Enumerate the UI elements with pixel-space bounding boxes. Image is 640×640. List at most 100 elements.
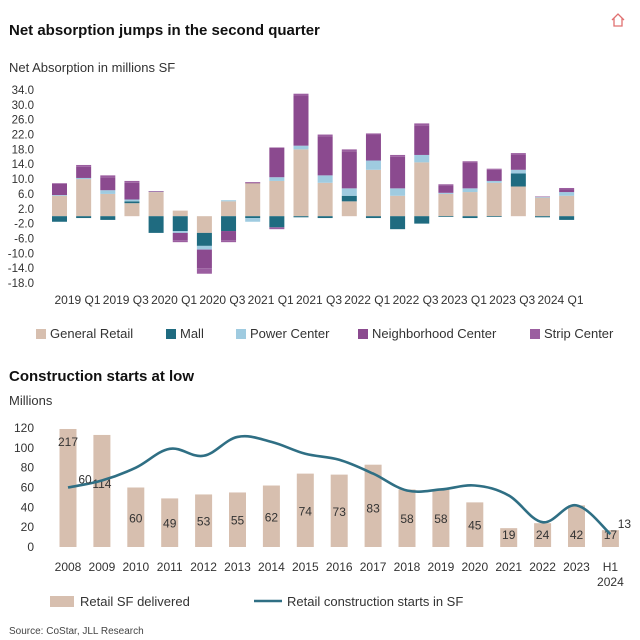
line-value-label: 60 <box>78 473 92 487</box>
bar-segment <box>293 93 309 96</box>
y-tick-label: 22.0 <box>12 130 34 142</box>
x-tick-label: 2024 <box>597 575 624 589</box>
y-tick-label: 0 <box>27 540 34 554</box>
bar-segment <box>196 232 212 246</box>
bar-segment <box>100 193 116 217</box>
bar-segment <box>414 216 430 224</box>
bar-segment <box>269 147 285 178</box>
bar-segment <box>245 218 261 222</box>
legend-swatch <box>36 329 46 339</box>
bar-segment <box>317 216 333 219</box>
bar-segment <box>462 162 478 189</box>
bar-segment <box>535 196 550 198</box>
y-tick-label: 6.0 <box>18 189 34 201</box>
bar-segment <box>462 192 478 217</box>
bar-segment <box>390 188 406 196</box>
bar-segment <box>390 195 406 217</box>
bar-segment <box>148 192 164 217</box>
bar-value-label: 19 <box>502 528 516 542</box>
bar-segment <box>438 192 454 194</box>
y-tick-label: 60 <box>21 481 35 495</box>
x-tick-label: 2021 Q1 <box>248 293 294 307</box>
bar-segment <box>245 216 261 219</box>
y-tick-label: -10.0 <box>8 248 34 260</box>
delivered-bar <box>161 498 179 547</box>
bar-segment <box>269 227 285 230</box>
bar-segment <box>293 145 309 150</box>
home-icon[interactable] <box>610 12 626 28</box>
bar-segment <box>559 216 575 220</box>
source-note: Source: CoStar, JLL Research <box>9 626 144 637</box>
bar-segment <box>414 162 430 217</box>
delivered-bar <box>229 492 246 547</box>
bar-segment <box>52 183 67 196</box>
bar-segment <box>510 173 526 187</box>
legend-label: Mall <box>180 326 204 341</box>
bar-segment <box>535 197 550 217</box>
y-tick-label: -6.0 <box>14 233 34 245</box>
x-tick-label: 2022 <box>529 560 556 574</box>
delivered-bar <box>364 464 382 547</box>
bar-segment <box>559 195 575 217</box>
bar-segment <box>341 195 357 202</box>
y-tick-label: 34.0 <box>12 85 34 97</box>
bar-segment <box>293 216 309 218</box>
x-tick-label: 2020 Q3 <box>199 293 245 307</box>
bar-segment <box>76 177 92 180</box>
x-tick-label: 2022 Q3 <box>393 293 439 307</box>
delivered-bar <box>59 428 77 547</box>
delivered-bar <box>330 474 348 547</box>
y-tick-label: 80 <box>21 461 35 475</box>
legend-label: General Retail <box>50 326 133 341</box>
bar-segment <box>341 149 357 152</box>
delivered-bar <box>195 494 213 547</box>
bar-segment <box>100 190 116 194</box>
x-tick-label: 2013 <box>224 560 251 574</box>
bar-segment <box>559 192 575 196</box>
bar-segment <box>510 154 526 170</box>
x-tick-label: 2014 <box>258 560 285 574</box>
bar-segment <box>317 182 333 217</box>
chart2-title: Construction starts at low <box>9 368 195 385</box>
bar-value-label: 62 <box>265 510 279 524</box>
bar-segment <box>100 216 116 220</box>
bar-segment <box>221 240 237 243</box>
bar-segment <box>245 182 261 183</box>
bar-segment <box>196 216 212 233</box>
x-tick-label: 2017 <box>360 560 387 574</box>
bar-segment <box>221 231 237 241</box>
bar-value-label: 49 <box>163 517 177 531</box>
x-tick-label: 2021 <box>495 560 522 574</box>
delivered-bar <box>568 505 585 547</box>
bar-segment <box>559 187 575 190</box>
bar-segment <box>293 95 309 146</box>
chart1-ylabel: Net Absorption in millions SF <box>9 60 176 75</box>
bar-segment <box>76 216 92 219</box>
bar-segment <box>245 182 261 184</box>
bar-value-label: 58 <box>434 512 448 526</box>
y-tick-label: 2.0 <box>18 204 34 216</box>
bar-segment <box>365 134 381 161</box>
y-tick-label: 40 <box>21 500 35 514</box>
bar-segment <box>221 201 237 217</box>
legend-swatch <box>50 596 74 607</box>
x-tick-label: 2022 Q1 <box>344 293 390 307</box>
bar-segment <box>221 216 237 232</box>
delivered-bar <box>296 473 314 547</box>
bar-segment <box>196 268 212 274</box>
bar-segment <box>124 180 140 183</box>
bar-segment <box>365 133 381 135</box>
bar-segment <box>438 193 454 217</box>
bar-segment <box>172 231 188 233</box>
bar-value-label: 114 <box>92 477 111 491</box>
bar-segment <box>486 180 502 183</box>
bar-segment <box>341 201 357 217</box>
bar-segment <box>148 191 164 192</box>
bar-segment <box>390 154 406 157</box>
bar-value-label: 53 <box>197 515 211 529</box>
bar-segment <box>510 186 526 217</box>
bar-segment <box>317 134 333 137</box>
bar-segment <box>52 183 67 184</box>
legend-swatch <box>166 329 176 339</box>
y-tick-label: 10.0 <box>12 174 34 186</box>
